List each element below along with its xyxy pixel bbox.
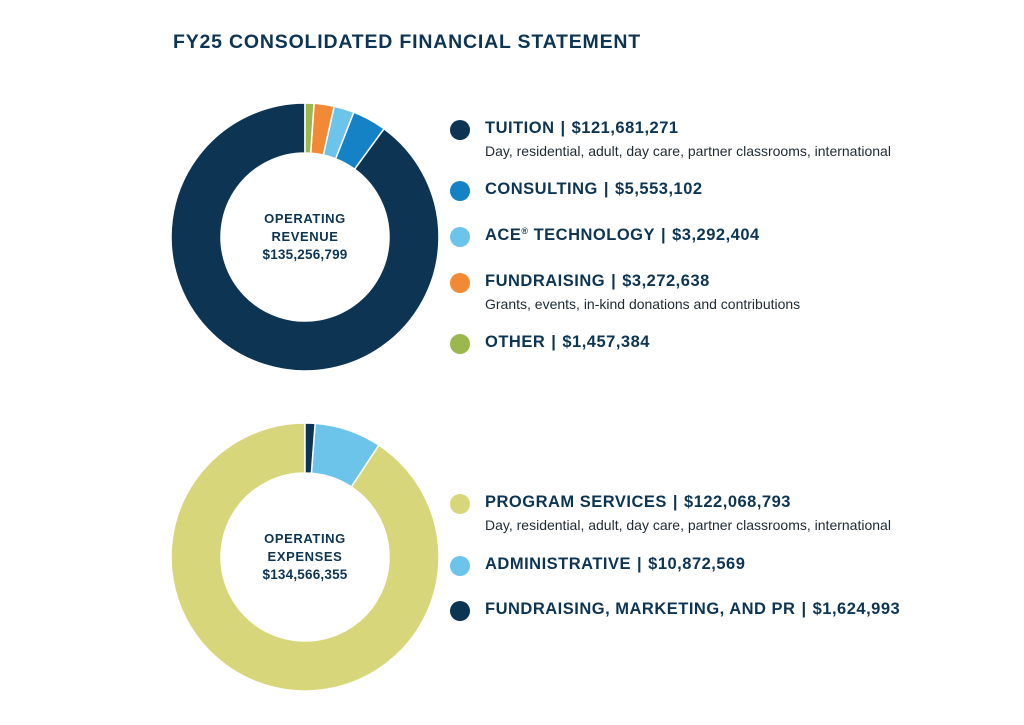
legend-description-fundraising: Grants, events, in-kind donations and co…: [485, 296, 801, 312]
legend-heading-fundraising: FUNDRAISING | $3,272,638: [485, 272, 710, 291]
page-title: FY25 CONSOLIDATED FINANCIAL STATEMENT: [173, 31, 641, 53]
revenue-donut-svg: [170, 102, 440, 372]
legend-separator: |: [661, 226, 667, 244]
expenses-donut-chart: OPERATING EXPENSES $134,566,355: [170, 422, 440, 692]
legend-dot-ace-technology: [450, 227, 470, 247]
donut-slice-fundraising-marketing-and-pr: [304, 422, 316, 475]
legend-separator: |: [611, 272, 617, 290]
legend-separator: |: [801, 600, 807, 618]
legend-separator: |: [603, 180, 609, 198]
revenue-center-line-2: REVENUE: [271, 229, 339, 244]
expenses-donut-svg: [170, 422, 440, 692]
legend-amount: $122,068,793: [684, 493, 791, 511]
legend-amount: $121,681,271: [571, 119, 679, 137]
donut-slice-tuition: [170, 102, 440, 372]
legend-dot-tuition: [450, 120, 470, 140]
legend-heading-consulting: CONSULTING | $5,553,102: [485, 180, 703, 199]
legend-separator: |: [637, 555, 643, 573]
revenue-center-total: $135,256,799: [262, 247, 348, 262]
revenue-center-label: OPERATING REVENUE $135,256,799: [170, 210, 440, 264]
legend-amount: $1,457,384: [562, 333, 650, 351]
legend-separator: |: [551, 333, 557, 351]
legend-amount: $10,872,569: [648, 555, 746, 573]
legend-heading-program-services: PROGRAM SERVICES | $122,068,793: [485, 493, 791, 512]
expenses-center-line-1: OPERATING: [264, 531, 346, 546]
legend-name: ADMINISTRATIVE: [485, 555, 632, 573]
legend-amount: $3,292,404: [672, 226, 760, 244]
revenue-center-line-1: OPERATING: [264, 211, 346, 226]
revenue-donut-chart: OPERATING REVENUE $135,256,799: [170, 102, 440, 372]
legend-name-rest: TECHNOLOGY: [528, 226, 655, 244]
legend-name: FUNDRAISING, MARKETING, AND PR: [485, 600, 796, 618]
legend-heading-other: OTHER | $1,457,384: [485, 333, 650, 352]
legend-name: ACE: [485, 226, 522, 244]
legend-description-tuition: Day, residential, adult, day care, partn…: [485, 143, 891, 159]
expenses-center-total: $134,566,355: [262, 567, 348, 582]
legend-dot-other: [450, 334, 470, 354]
legend-separator: |: [672, 493, 679, 511]
donut-slice-other: [304, 102, 315, 154]
legend-dot-fundraising: [450, 273, 470, 293]
legend-name-registered-mark: ®: [521, 226, 529, 236]
legend-name: PROGRAM SERVICES: [485, 493, 667, 511]
expenses-center-label: OPERATING EXPENSES $134,566,355: [170, 530, 440, 584]
legend-name: TUITION: [485, 119, 555, 137]
legend-amount: $1,624,993: [812, 600, 901, 618]
legend-separator: |: [560, 119, 566, 137]
legend-description-program-services: Day, residential, adult, day care, partn…: [485, 517, 891, 533]
legend-dot-program-services: [450, 494, 470, 514]
legend-heading-fundraising-marketing-pr: FUNDRAISING, MARKETING, AND PR | $1,624,99…: [485, 600, 900, 619]
legend-amount: $5,553,102: [614, 180, 703, 198]
legend-dot-consulting: [450, 181, 470, 201]
legend-dot-administrative: [450, 556, 470, 576]
expenses-center-line-2: EXPENSES: [267, 549, 343, 564]
legend-heading-tuition: TUITION | $121,681,271: [485, 119, 679, 138]
legend-name: OTHER: [485, 333, 546, 351]
donut-slice-program-services: [170, 422, 440, 692]
legend-heading-administrative: ADMINISTRATIVE | $10,872,569: [485, 555, 745, 574]
legend-dot-fundraising-marketing-pr: [450, 601, 470, 621]
legend-heading-ace-technology: ACE® TECHNOLOGY | $3,292,404: [485, 226, 760, 245]
legend-name: FUNDRAISING: [485, 272, 606, 290]
legend-name: CONSULTING: [485, 180, 598, 198]
legend-amount: $3,272,638: [622, 272, 710, 290]
